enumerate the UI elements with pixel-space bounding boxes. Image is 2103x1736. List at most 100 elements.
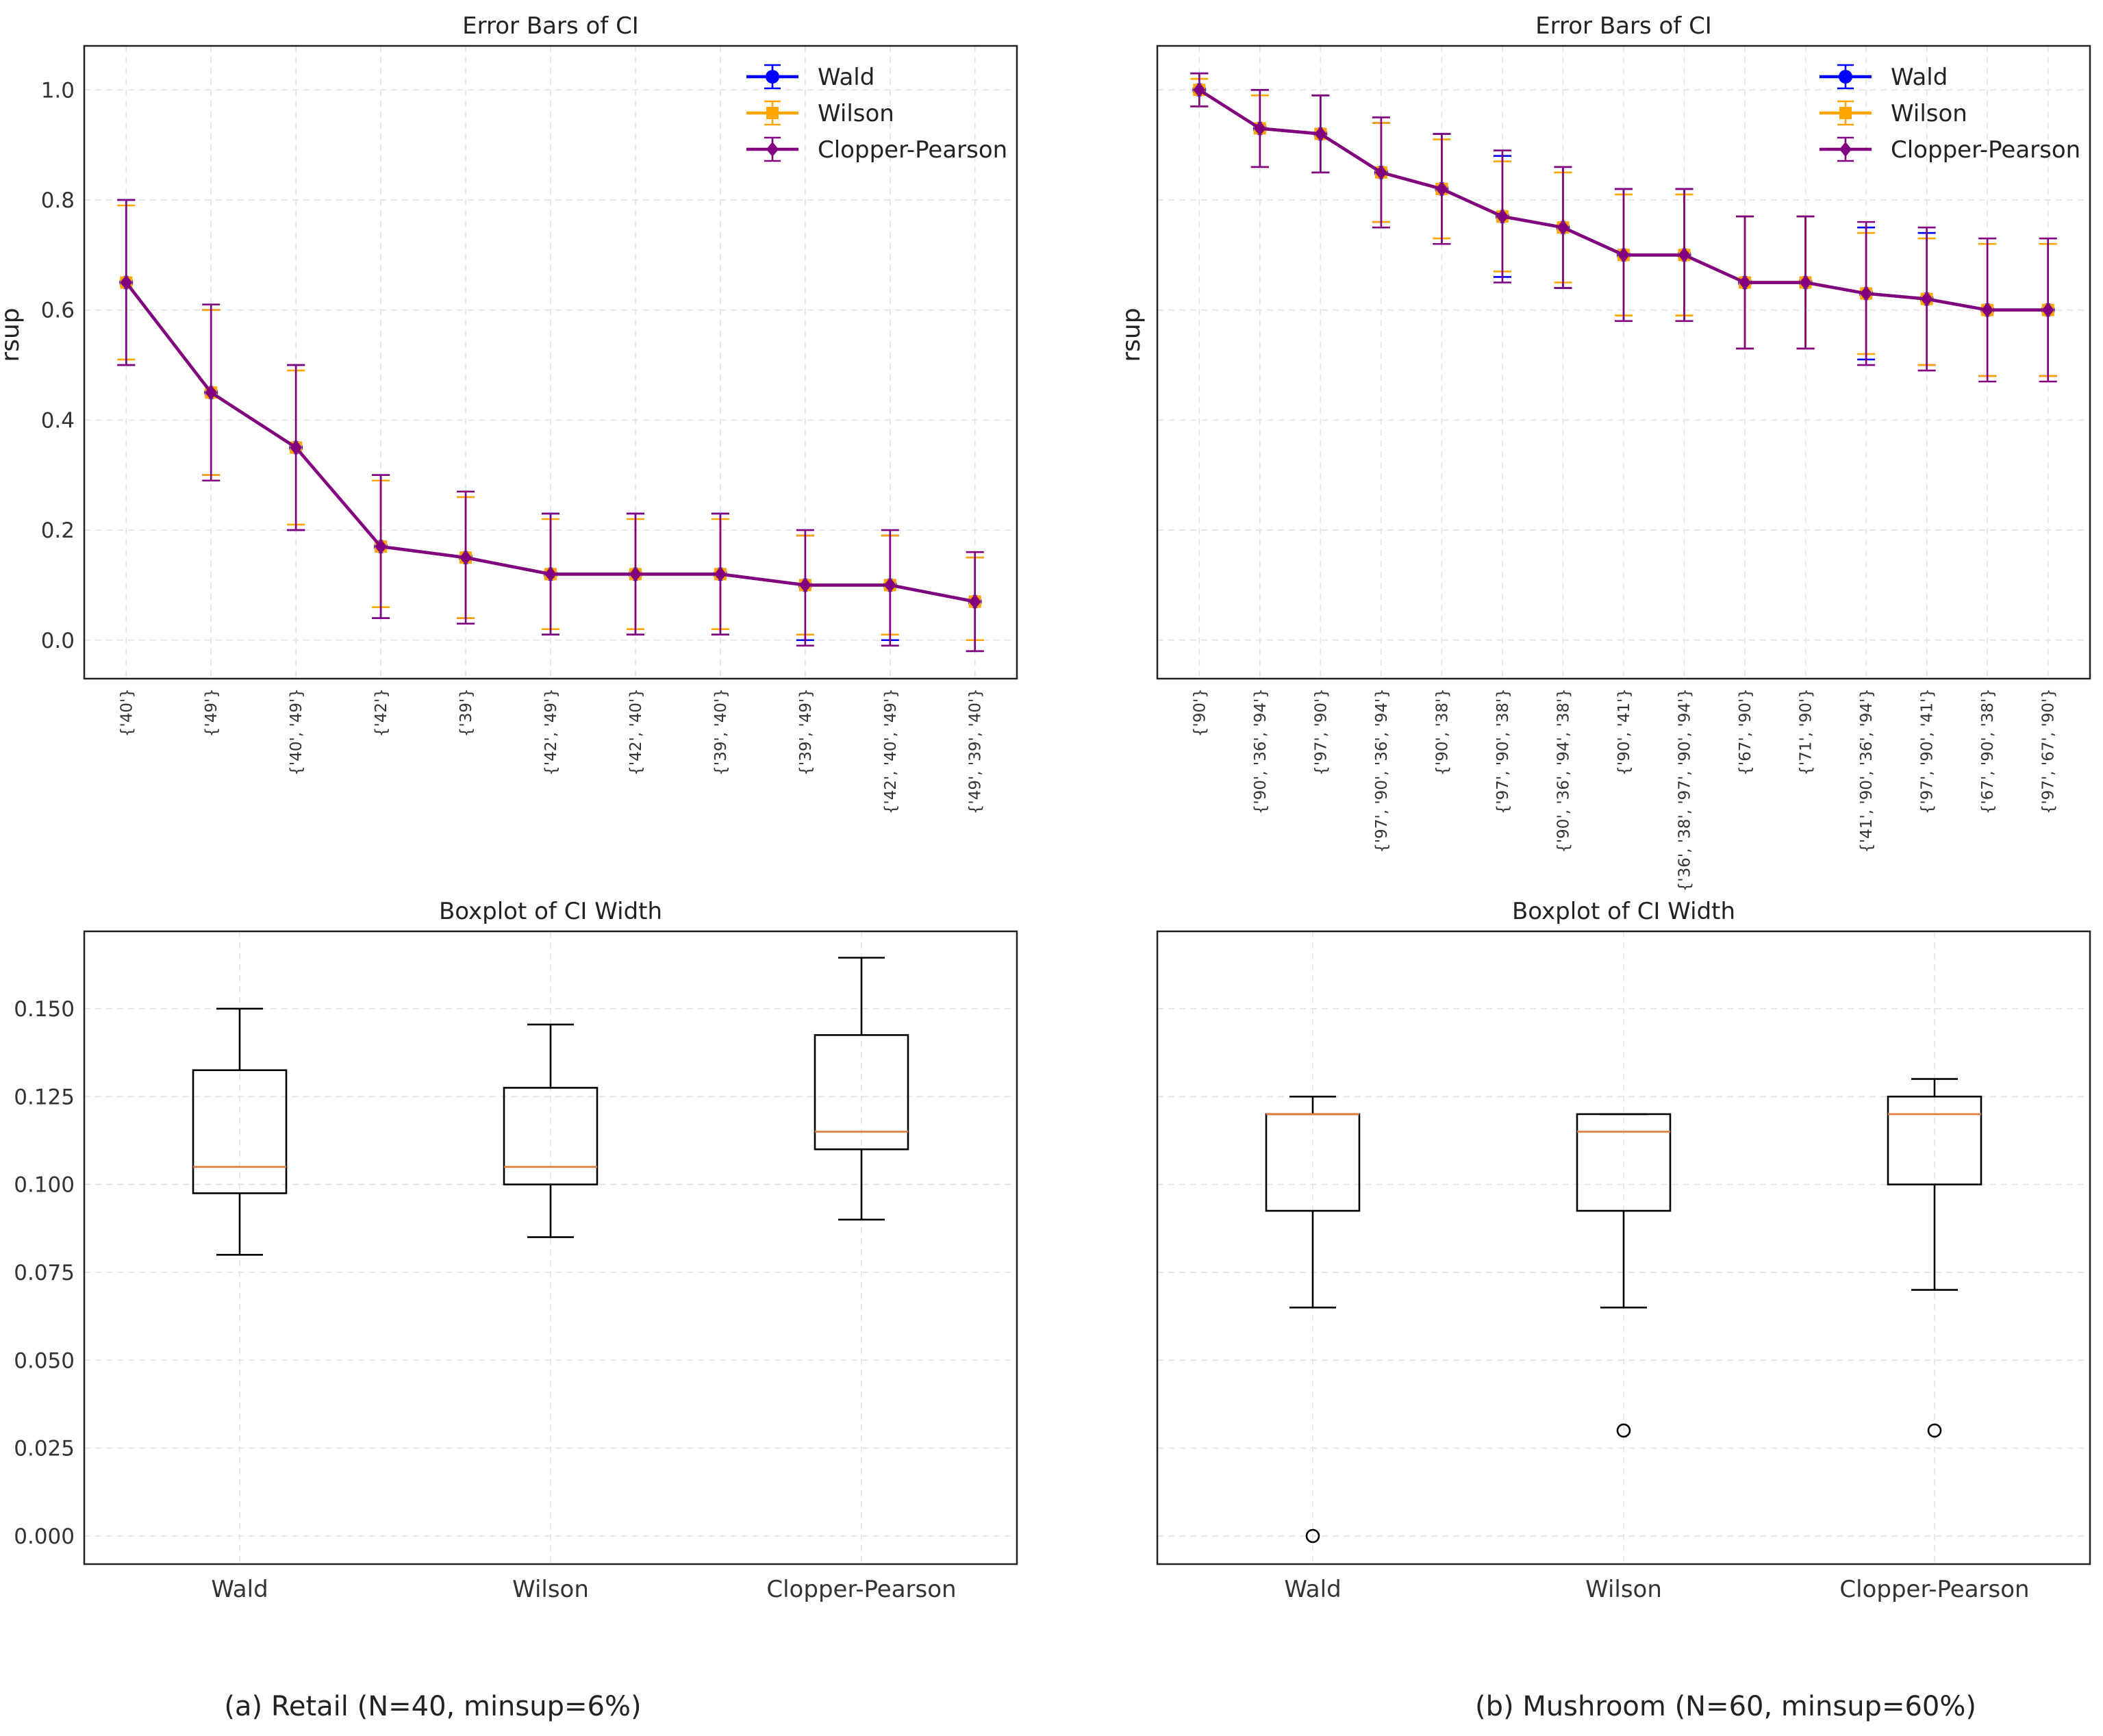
box-wald <box>192 1069 288 1194</box>
plot-frame <box>83 930 1018 1565</box>
legend-label-wald: Wald <box>818 64 874 91</box>
x-tick-label: Wald <box>1284 1576 1341 1603</box>
y-tick-label: 0.000 <box>14 1524 75 1549</box>
box-clopper-pearson <box>814 1034 909 1150</box>
y-tick-label: 0.0 <box>41 629 75 653</box>
data-point-clopper-pearson <box>1981 302 1994 318</box>
x-tick-label: {'67', '90'} <box>1737 688 1754 776</box>
x-tick-label: {'49', '39', '40'} <box>967 688 985 814</box>
data-point-clopper-pearson <box>883 577 896 593</box>
x-tick-label: {'42'} <box>373 688 390 737</box>
x-tick-label: {'41', '90', '36', '94'} <box>1858 688 1876 853</box>
data-point-clopper-pearson <box>629 566 642 582</box>
caption-mushroom: (b) Mushroom (N=60, minsup=60%) <box>1475 1691 1976 1722</box>
data-point-clopper-pearson <box>1557 220 1570 236</box>
x-tick-label: {'40'} <box>118 688 136 737</box>
x-tick-label: Wilson <box>512 1576 589 1603</box>
x-tick-label: {'42', '40', '49'} <box>882 688 900 814</box>
x-tick-label: {'90', '36', '94'} <box>1252 688 1270 814</box>
x-tick-label: Wilson <box>1585 1576 1662 1603</box>
x-tick-label: Clopper-Pearson <box>766 1576 956 1603</box>
x-tick-label: {'90'} <box>1191 688 1209 737</box>
data-point-clopper-pearson <box>290 440 303 455</box>
y-tick-label: 0.4 <box>41 408 75 433</box>
legend-label-wald: Wald <box>1891 64 1948 91</box>
legend-label-wilson: Wilson <box>1891 100 1967 127</box>
boxplot-chart-retail: 0.000 0.025 0.050 0.075 0.100 0.125 0.150 Wald W… <box>14 898 1018 1603</box>
x-tick-label: Wald <box>211 1576 268 1603</box>
legend-marker-wald <box>766 70 779 84</box>
x-tick-label: {'36', '38', '97', '90', '94'} <box>1676 688 1694 892</box>
outlier-point-wald <box>1305 1529 1320 1544</box>
data-point-clopper-pearson <box>205 385 218 401</box>
data-point-clopper-pearson <box>2041 302 2054 318</box>
x-tick-label: {'40', '49'} <box>288 688 305 776</box>
data-point-clopper-pearson <box>1739 275 1752 290</box>
y-tick-label: 0.150 <box>14 997 75 1022</box>
y-tick-label: 0.8 <box>41 188 75 213</box>
box-clopper-pearson <box>1887 1095 1982 1185</box>
plot-frame <box>1156 930 2091 1565</box>
box-wilson <box>1576 1113 1672 1212</box>
data-point-clopper-pearson <box>1799 275 1812 290</box>
y-tick-label: 1.0 <box>41 78 75 103</box>
data-point-clopper-pearson <box>798 577 811 593</box>
data-point-clopper-pearson <box>1920 291 1933 307</box>
data-point-clopper-pearson <box>1435 181 1448 197</box>
legend-marker-wilson <box>766 107 779 119</box>
x-tick-label: {'71', '90'} <box>1798 688 1815 776</box>
x-tick-label: {'97', '90', '36', '94'} <box>1373 688 1391 853</box>
y-axis-label: rsup <box>0 307 25 362</box>
x-tick-label: {'39', '40'} <box>712 688 730 776</box>
y-tick-label: 0.2 <box>41 518 75 543</box>
x-tick-label: {'97', '67', '90'} <box>2040 688 2058 814</box>
x-tick-label: {'42', '49'} <box>542 688 560 776</box>
data-point-clopper-pearson <box>1374 164 1387 180</box>
plot-frame <box>1156 45 2091 680</box>
error-bar-chart-retail: 0.0 0.2 0.4 0.6 0.8 1.0 {'40'} {'49'} {'40', '49… <box>0 12 1018 814</box>
chart-title: Boxplot of CI Width <box>439 898 662 925</box>
x-tick-label: {'67', '90', '38'} <box>1979 688 1997 814</box>
y-tick-label: 0.100 <box>14 1173 75 1198</box>
chart-title: Error Bars of CI <box>1535 12 1712 40</box>
data-point-clopper-pearson <box>714 566 727 582</box>
y-tick-label: 0.050 <box>14 1348 75 1373</box>
outlier-point-wilson <box>1616 1423 1631 1438</box>
chart-title: Error Bars of CI <box>462 12 639 40</box>
data-point-clopper-pearson <box>1860 286 1873 301</box>
data-point-clopper-pearson <box>1193 82 1206 98</box>
plot-frame <box>83 45 1018 680</box>
x-tick-label: {'39'} <box>457 688 475 737</box>
x-tick-label: {'49'} <box>203 688 221 737</box>
outlier-point-clopper-pearson <box>1927 1423 1942 1438</box>
x-tick-label: {'39', '49'} <box>797 688 815 776</box>
legend-marker-wilson <box>1839 107 1852 119</box>
caption-retail: (a) Retail (N=40, minsup=6%) <box>224 1691 641 1722</box>
data-point-clopper-pearson <box>1314 126 1327 142</box>
y-tick-label: 0.6 <box>41 299 75 323</box>
chart-title: Boxplot of CI Width <box>1512 898 1735 925</box>
legend-marker-clopper-pearson <box>1839 142 1852 157</box>
data-point-clopper-pearson <box>375 539 388 555</box>
data-point-clopper-pearson <box>1253 121 1266 136</box>
x-tick-label: {'42', '40'} <box>627 688 645 776</box>
data-point-clopper-pearson <box>1496 209 1509 225</box>
data-point-clopper-pearson <box>459 550 473 566</box>
data-point-clopper-pearson <box>544 566 557 582</box>
y-tick-label: 0.075 <box>14 1261 75 1285</box>
legend-label-wilson: Wilson <box>818 100 894 127</box>
data-point-clopper-pearson <box>968 594 981 609</box>
x-tick-label: Clopper-Pearson <box>1839 1576 2029 1603</box>
x-tick-label: {'90', '38'} <box>1433 688 1451 776</box>
y-tick-label: 0.125 <box>14 1085 75 1109</box>
legend-label-clopper-pearson: Clopper-Pearson <box>818 136 1007 164</box>
legend-marker-wald <box>1839 70 1852 84</box>
x-tick-label: {'97', '90'} <box>1312 688 1330 776</box>
y-axis-label: rsup <box>1118 307 1146 362</box>
x-tick-label: {'90', '41'} <box>1615 688 1633 776</box>
y-tick-label: 0.025 <box>14 1437 75 1461</box>
data-point-clopper-pearson <box>1678 247 1691 263</box>
error-bar-chart-mushroom: {'90'} {'90', '36', '94'} {'97', '90'} {'97… <box>1118 12 2091 892</box>
box-wilson <box>503 1087 599 1185</box>
